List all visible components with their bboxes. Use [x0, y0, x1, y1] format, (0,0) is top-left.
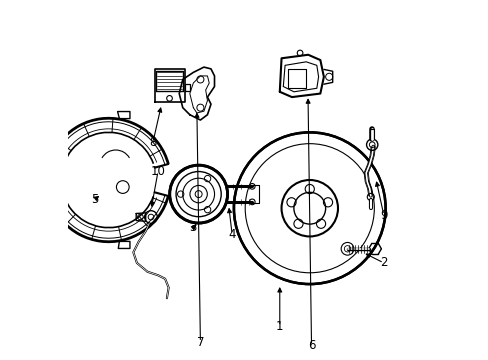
Text: 5: 5 [91, 193, 98, 206]
Text: 10: 10 [150, 165, 165, 178]
Circle shape [169, 165, 227, 223]
Text: 6: 6 [307, 339, 315, 352]
Text: 2: 2 [379, 256, 387, 269]
Text: 7: 7 [196, 336, 203, 349]
Text: 1: 1 [275, 320, 283, 333]
Text: 9: 9 [379, 209, 387, 222]
Text: 4: 4 [228, 228, 235, 241]
Text: 8: 8 [149, 136, 156, 149]
Circle shape [233, 132, 385, 284]
Text: 3: 3 [189, 221, 197, 234]
